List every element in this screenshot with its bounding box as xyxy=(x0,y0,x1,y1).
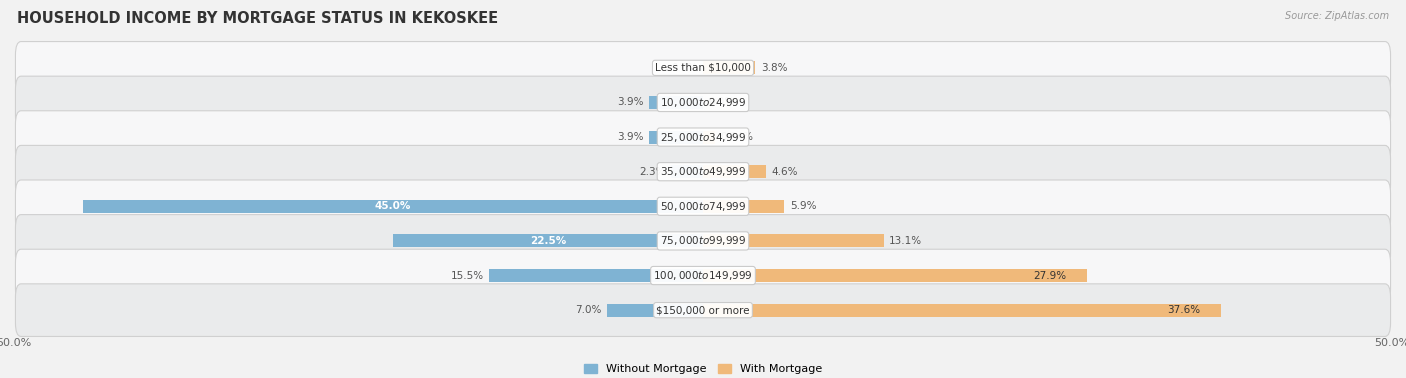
Text: $150,000 or more: $150,000 or more xyxy=(657,305,749,315)
Bar xyxy=(606,304,703,317)
Text: 45.0%: 45.0% xyxy=(375,201,411,211)
Text: 15.5%: 15.5% xyxy=(451,271,484,280)
Text: 0.0%: 0.0% xyxy=(671,63,697,73)
FancyBboxPatch shape xyxy=(15,111,1391,163)
Bar xyxy=(489,269,703,282)
Text: $10,000 to $24,999: $10,000 to $24,999 xyxy=(659,96,747,109)
Text: $35,000 to $49,999: $35,000 to $49,999 xyxy=(659,165,747,178)
Bar xyxy=(703,304,1220,317)
Bar xyxy=(703,200,785,213)
Text: 4.6%: 4.6% xyxy=(772,167,799,177)
Text: 3.8%: 3.8% xyxy=(761,63,787,73)
Legend: Without Mortgage, With Mortgage: Without Mortgage, With Mortgage xyxy=(579,359,827,378)
Text: $100,000 to $149,999: $100,000 to $149,999 xyxy=(654,269,752,282)
Bar xyxy=(650,96,703,109)
Text: $75,000 to $99,999: $75,000 to $99,999 xyxy=(659,234,747,248)
FancyBboxPatch shape xyxy=(15,284,1391,336)
FancyBboxPatch shape xyxy=(15,42,1391,94)
Text: 3.9%: 3.9% xyxy=(617,132,644,142)
FancyBboxPatch shape xyxy=(15,76,1391,129)
Bar xyxy=(703,269,1087,282)
Bar xyxy=(650,130,703,144)
Text: 22.5%: 22.5% xyxy=(530,236,567,246)
Text: $25,000 to $34,999: $25,000 to $34,999 xyxy=(659,130,747,144)
Bar xyxy=(671,165,703,178)
Text: Less than $10,000: Less than $10,000 xyxy=(655,63,751,73)
Text: Source: ZipAtlas.com: Source: ZipAtlas.com xyxy=(1285,11,1389,21)
FancyBboxPatch shape xyxy=(15,180,1391,232)
Bar xyxy=(392,234,703,248)
FancyBboxPatch shape xyxy=(15,146,1391,198)
Text: 5.9%: 5.9% xyxy=(790,201,817,211)
Text: 7.0%: 7.0% xyxy=(575,305,600,315)
Bar xyxy=(703,61,755,74)
Bar xyxy=(703,234,883,248)
Text: 3.9%: 3.9% xyxy=(617,98,644,107)
FancyBboxPatch shape xyxy=(15,249,1391,302)
Bar xyxy=(703,165,766,178)
Text: 0.0%: 0.0% xyxy=(709,98,735,107)
Bar xyxy=(83,200,703,213)
Text: $50,000 to $74,999: $50,000 to $74,999 xyxy=(659,200,747,213)
Text: 2.3%: 2.3% xyxy=(640,167,666,177)
Bar xyxy=(703,130,714,144)
Text: 13.1%: 13.1% xyxy=(889,236,922,246)
FancyBboxPatch shape xyxy=(15,215,1391,267)
Text: 37.6%: 37.6% xyxy=(1167,305,1201,315)
Text: 0.84%: 0.84% xyxy=(720,132,754,142)
Text: HOUSEHOLD INCOME BY MORTGAGE STATUS IN KEKOSKEE: HOUSEHOLD INCOME BY MORTGAGE STATUS IN K… xyxy=(17,11,498,26)
Text: 27.9%: 27.9% xyxy=(1033,271,1067,280)
